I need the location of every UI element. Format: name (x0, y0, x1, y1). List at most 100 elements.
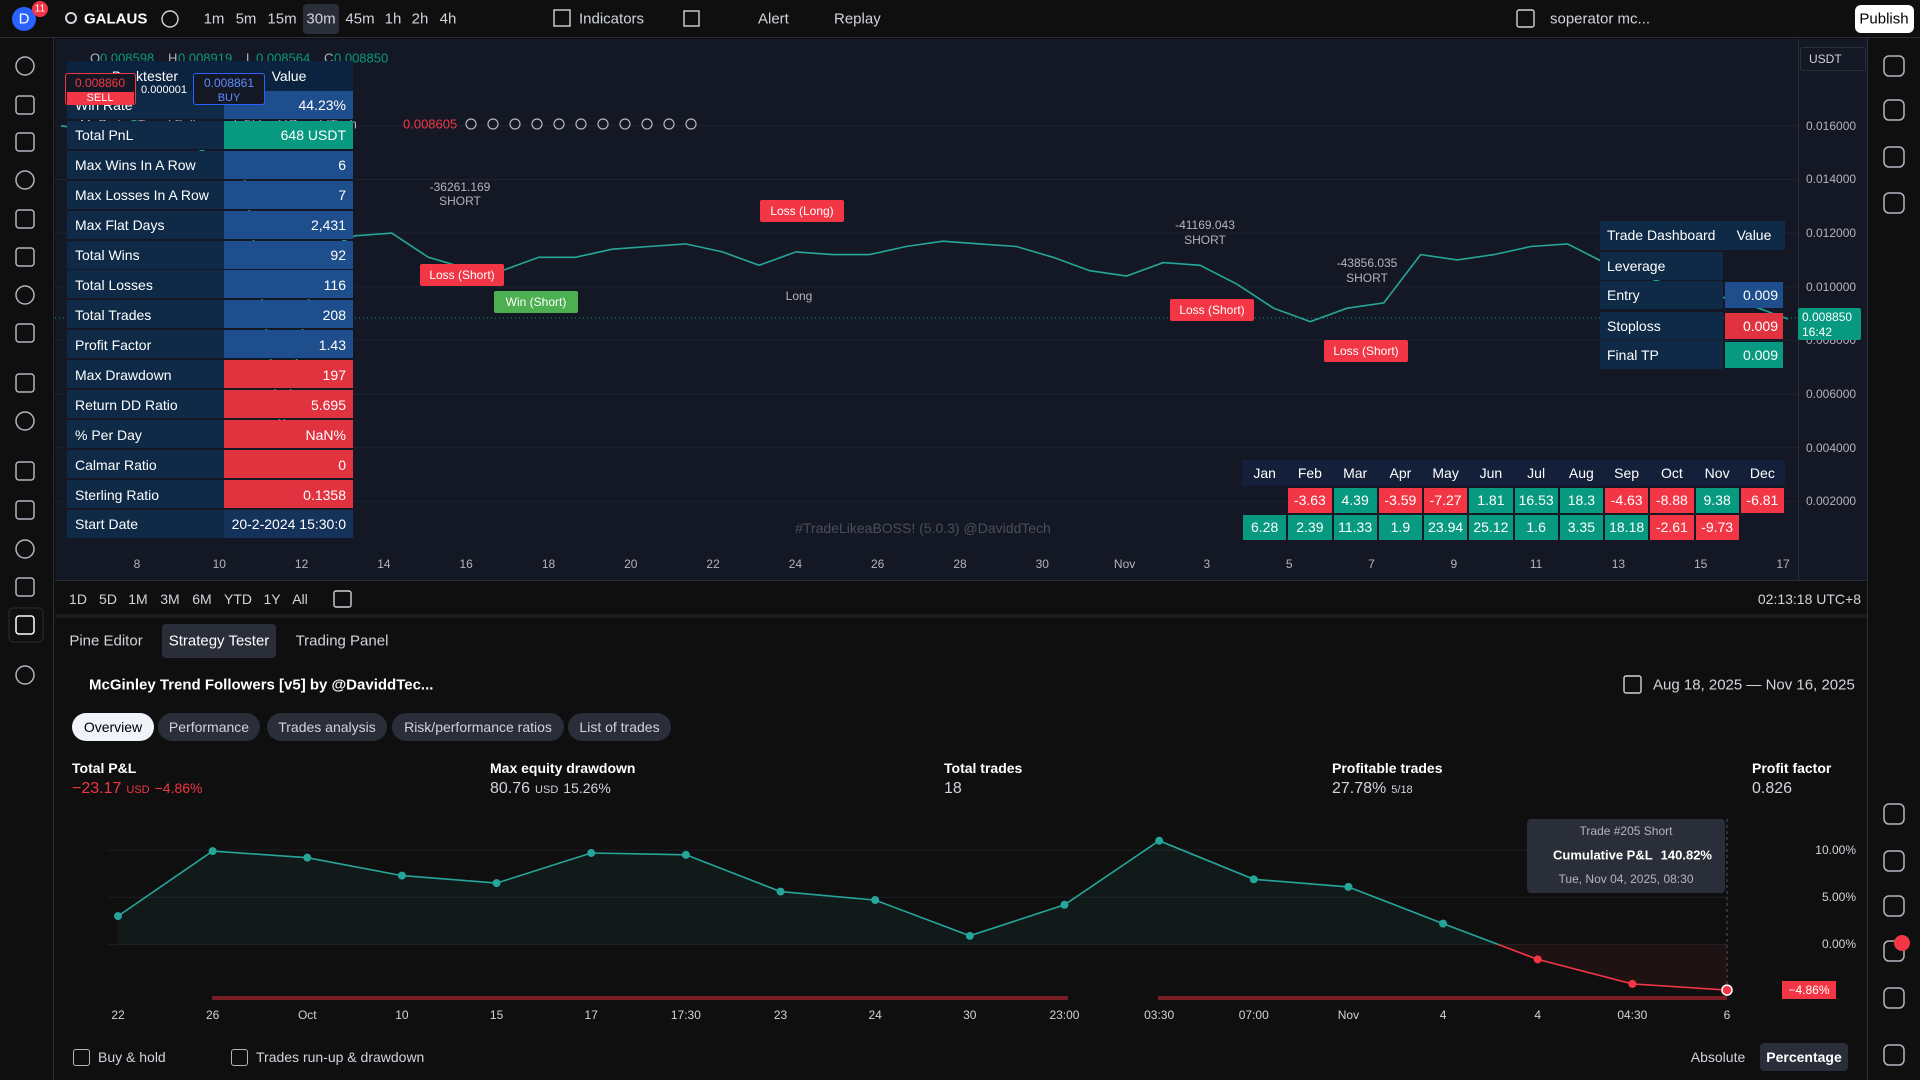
metric-value: 18 (944, 780, 962, 797)
dashboard-label: Stoploss (1607, 318, 1661, 334)
series-line (117, 839, 1728, 991)
panel-tab[interactable]: Trading Panel (295, 632, 389, 650)
month-value: 23.94 (1428, 519, 1464, 535)
dashboard-value: 0.009 (1742, 347, 1778, 363)
row-value-cell (224, 480, 353, 510)
range-button[interactable]: 1M (128, 591, 148, 607)
row-label: Max Flat Days (75, 217, 165, 234)
metric-unit: USD (535, 784, 559, 796)
dashboard-label-cell (1600, 312, 1723, 340)
row-value-cell (224, 120, 353, 150)
month: Apr (1389, 465, 1412, 481)
range-button[interactable]: 1Y (263, 591, 281, 607)
row-value: 5.695 (310, 396, 346, 413)
time-tick-label: 8 (133, 557, 141, 571)
month-cell (1559, 488, 1603, 513)
timeframe[interactable]: 15m (267, 10, 297, 28)
range-button[interactable]: 1D (69, 591, 87, 607)
subtab-bg[interactable] (392, 713, 564, 741)
range-button[interactable]: All (292, 591, 308, 607)
layouts-icon (683, 10, 700, 27)
row-value-cell (224, 300, 353, 330)
row-label: Profit Factor (75, 336, 152, 353)
tool-icon (15, 577, 35, 597)
month-cell (1333, 488, 1377, 513)
timeframe[interactable]: 5m (235, 10, 257, 28)
indicator-icon (685, 118, 697, 130)
subtab[interactable]: Overview (83, 719, 143, 735)
panel-tab[interactable]: Pine Editor (69, 632, 143, 650)
dashboard-value-cell (1725, 282, 1783, 308)
date-range[interactable]: Aug 18, 2025 — Nov 16, 2025 (1653, 676, 1855, 694)
month-value: -3.63 (1293, 492, 1326, 508)
timeframe[interactable]: 1h (384, 10, 402, 28)
month-cell (1514, 488, 1558, 513)
row-value-cell (224, 509, 353, 539)
replay-button[interactable]: Replay (834, 10, 881, 28)
month-value: 16.53 (1518, 492, 1554, 508)
time-tick-label: 22 (706, 557, 720, 571)
range-button[interactable]: 3M (160, 591, 180, 607)
metric-row: 0.826 (1752, 780, 1920, 802)
timeframe[interactable]: 45m (345, 10, 375, 28)
publish-button[interactable]: Publish (1859, 10, 1909, 28)
tool-icon (15, 247, 35, 267)
subtab-bg[interactable] (72, 713, 154, 741)
row-label: Start Date (75, 516, 139, 533)
x-tick-label: 4 (1439, 1008, 1447, 1022)
price-tick-label: 0.002000 (1806, 494, 1857, 509)
time-tick-label: 16 (459, 557, 473, 571)
x-tick-label: 23 (773, 1008, 788, 1022)
tool-icon (15, 56, 35, 76)
range-button[interactable]: 5D (99, 591, 117, 607)
subtab[interactable]: Trades analysis (278, 719, 376, 735)
month-cell (1469, 488, 1513, 513)
trade-note: SHORT (1184, 233, 1226, 247)
checkbox[interactable] (73, 1049, 90, 1066)
row-label: Max Wins In A Row (75, 157, 196, 174)
backtester-value-title: Value (271, 68, 307, 84)
row-value-cell (224, 390, 353, 420)
last-price: 0.008850 (1802, 310, 1853, 324)
subtab-bg[interactable] (267, 713, 387, 741)
x-tick-label: 17 (584, 1008, 598, 1022)
panel-tab[interactable]: Strategy Tester (168, 632, 270, 650)
dashboard-label-cell (1600, 252, 1723, 280)
layout-name[interactable]: soperator mc... (1550, 10, 1651, 28)
subtab-bg[interactable] (568, 713, 671, 741)
mode-button[interactable]: Absolute (1690, 1049, 1746, 1065)
month-cell (1288, 515, 1332, 540)
time-tick-label: 28 (953, 557, 967, 571)
range-button[interactable]: YTD (224, 591, 252, 607)
timeframe[interactable]: 1m (203, 10, 225, 28)
subtab[interactable]: List of trades (579, 719, 660, 735)
trade-note: -36261.169 (429, 180, 491, 194)
data-point (1344, 882, 1353, 891)
checkbox[interactable] (231, 1049, 248, 1066)
symbol[interactable]: GALAUS (84, 10, 148, 28)
end-label-bg (1782, 981, 1836, 1000)
indicators-button[interactable]: Indicators (579, 10, 645, 28)
subtab-bg[interactable] (158, 713, 260, 741)
indicator-icon (663, 118, 675, 130)
y-tick-label: 0.00% (1821, 937, 1856, 952)
month-value: 1.6 (1526, 519, 1546, 535)
timeframe[interactable]: 2h (411, 10, 429, 28)
left-toolbar (0, 38, 54, 1080)
range-button[interactable]: 6M (192, 591, 212, 607)
x-tick-label: 26 (205, 1008, 220, 1022)
month-value: 1.81 (1477, 492, 1505, 508)
timeframe[interactable]: 4h (439, 10, 457, 28)
sidebar-icon (1883, 895, 1905, 917)
subtab[interactable]: Risk/performance ratios (404, 719, 552, 735)
subtab[interactable]: Performance (168, 719, 250, 735)
tool-icon (15, 209, 35, 229)
alert-button[interactable]: Alert (758, 10, 789, 28)
timeframe[interactable]: 30m (306, 10, 336, 28)
mode-button[interactable]: Percentage (1766, 1049, 1842, 1065)
month: Dec (1749, 465, 1775, 481)
row-value-cell (224, 210, 353, 240)
row-label: Total PnL (75, 127, 134, 144)
buy-button[interactable] (193, 73, 265, 105)
